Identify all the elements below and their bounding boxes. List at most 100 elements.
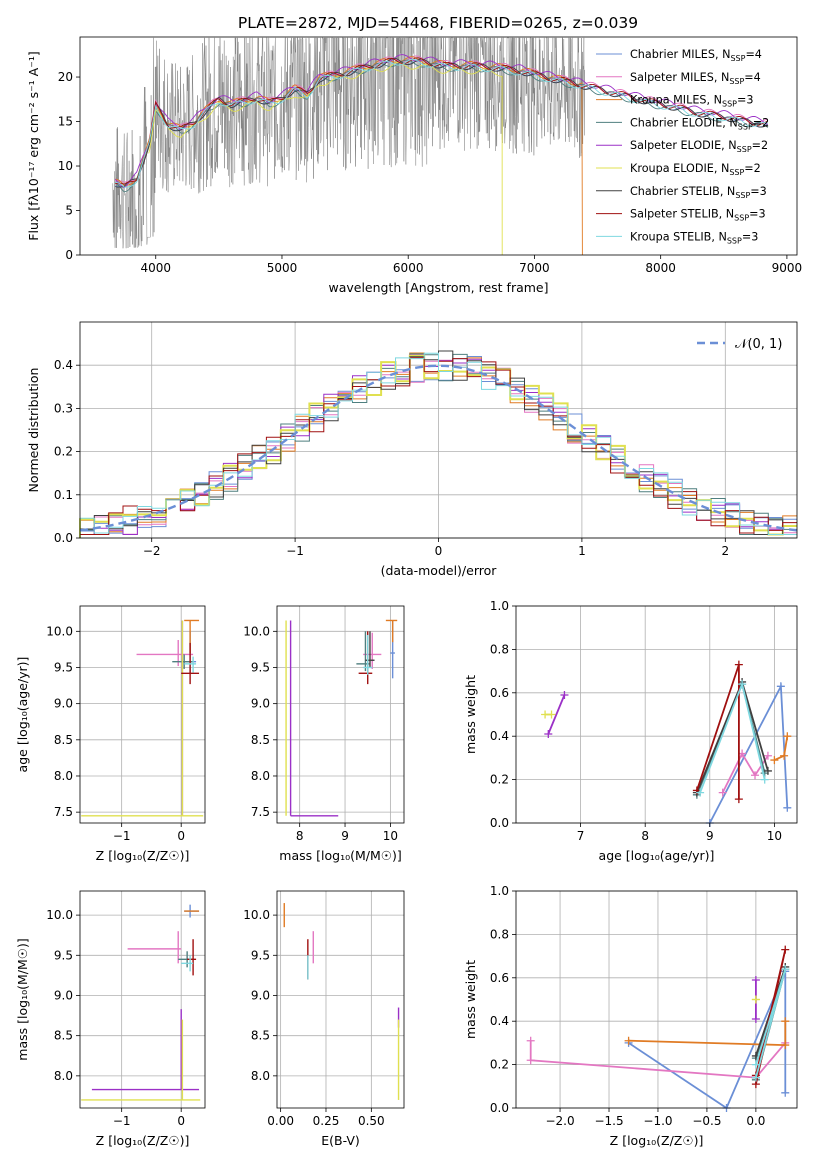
y-tick-label: 1.0 (490, 599, 509, 613)
data-point-marker (526, 1036, 535, 1045)
y-tick-label: 10.0 (46, 624, 73, 638)
legend-entry: Kroupa ELODIE, NSSP=2 (630, 162, 761, 177)
y-tick-label: 9.0 (54, 988, 73, 1002)
legend-entry: Kroupa STELIB, NSSP=3 (630, 230, 758, 245)
x-tick-label: −1 (286, 544, 304, 558)
data-point-marker (783, 803, 792, 812)
x-tick-label: 4000 (140, 261, 171, 275)
x-tick-label: 10 (767, 829, 782, 843)
x-tick-label: 7 (577, 829, 585, 843)
x-tick-label: 8000 (645, 261, 676, 275)
data-point-marker (624, 1036, 633, 1045)
data-point-marker (781, 945, 790, 954)
y-tick-label: 0.2 (490, 1058, 509, 1072)
y-tick-label: 9.0 (251, 988, 270, 1002)
x-tick-label: −0.5 (692, 1114, 721, 1128)
data-point-marker (751, 995, 760, 1004)
data-point-marker (751, 975, 760, 984)
data-point-marker (780, 751, 789, 760)
axes-age-vs-mass: 8 9 10 7.5 8.0 8.5 9.0 9.5 10.0 mass [log₁₀(M/M☉)… (243, 605, 405, 863)
x-tick-label: 9 (706, 829, 714, 843)
axes-frame (79, 605, 206, 824)
spectrum-plot-area (112, 37, 769, 255)
y-tick-label: 0.3 (54, 401, 73, 415)
y-tick-label: 8.5 (54, 1029, 73, 1043)
x-tick-label: 6000 (393, 261, 424, 275)
x-tick-label: 0 (177, 1114, 185, 1128)
data-point-marker (781, 1041, 790, 1050)
y-axis-label: age [log₁₀(age/yr)] (15, 657, 30, 773)
axes-massweight-vs-age: 7 8 9 10 0.0 0.2 0.4 0.6 0.8 1.0 age [log₁₀(age/yr… (463, 599, 798, 863)
x-axis-label: (data-model)/error (381, 563, 498, 578)
model-spectrum-line (115, 58, 768, 188)
x-tick-label: −1.0 (643, 1114, 672, 1128)
y-axis-label: Flux [fλ10⁻¹⁷ erg cm⁻² s⁻¹ A⁻¹] (26, 51, 41, 240)
y-tick-label: 10.0 (46, 908, 73, 922)
x-tick-label: 1 (578, 544, 586, 558)
data-point-marker (781, 1088, 790, 1097)
y-tick-label: 5 (65, 204, 73, 218)
x-tick-label: 0 (177, 829, 185, 843)
x-tick-label: 0 (435, 544, 443, 558)
legend-entry: Chabrier STELIB, NSSP=3 (630, 185, 767, 200)
y-tick-label: 0.0 (54, 531, 73, 545)
y-tick-label: 0 (65, 248, 73, 262)
data-point-marker (696, 788, 705, 797)
data-point-marker (526, 1056, 535, 1065)
model-spectrum-line (148, 61, 503, 255)
legend-entry: Chabrier MILES, NSSP=4 (630, 48, 762, 63)
observed-spectrum (112, 37, 585, 249)
x-tick-label: 2 (721, 544, 729, 558)
axes-age-vs-Z: −1 0 7.5 8.0 8.5 9.0 9.5 10.0 Z [log₁₀(Z/Z☉)] age… (15, 605, 206, 863)
x-axis-label: mass [log₁₀(M/M☉)] (279, 848, 401, 863)
figure-title: PLATE=2872, MJD=54468, FIBERID=0265, z=0… (238, 14, 638, 32)
y-axis-label: mass [log₁₀(M/M☉)] (15, 938, 30, 1060)
data-point-marker (781, 1017, 790, 1026)
y-tick-label: 0.4 (490, 1014, 509, 1028)
x-axis-label: Z [log₁₀(Z/Z☉)] (96, 1133, 190, 1148)
y-tick-label: 0.1 (54, 488, 73, 502)
axes-frame (79, 890, 206, 1109)
data-point-marker (776, 682, 785, 691)
y-tick-label: 9.5 (251, 948, 270, 962)
data-point-marker (781, 965, 790, 974)
data-point-marker (751, 1015, 760, 1024)
x-tick-label: 9 (341, 829, 349, 843)
axes-residual-histogram: −2 −1 0 1 2 0.0 0.1 0.2 0.3 0.4 (data-model)/error… (26, 321, 798, 578)
data-point-marker (544, 730, 553, 739)
x-axis-label: Z [log₁₀(Z/Z☉)] (610, 1133, 704, 1148)
y-tick-label: 0.8 (490, 927, 509, 941)
x-tick-label: 8 (641, 829, 649, 843)
x-tick-label: −2.0 (545, 1114, 574, 1128)
data-point-marker (760, 775, 769, 784)
legend-entry: Salpeter MILES, NSSP=4 (630, 71, 761, 86)
axes-massweight-vs-Z: −2.0 −1.5 −1.0 −0.5 0.0 0.0 0.2 0.4 0.6 0.8 1.0 Z [… (463, 884, 798, 1148)
y-tick-label: 0.0 (490, 816, 509, 830)
y-tick-label: 0.2 (54, 445, 73, 459)
y-tick-label: 9.5 (54, 660, 73, 674)
data-point-marker (738, 680, 747, 689)
y-tick-label: 1.0 (490, 884, 509, 898)
axes-mass-vs-EBV: 0.00 0.25 0.50 8.0 8.5 9.0 9.5 10.0 E(B-V) (243, 890, 405, 1148)
y-tick-label: 9.5 (251, 660, 270, 674)
y-tick-label: 8.0 (54, 1069, 73, 1083)
x-tick-label: 5000 (267, 261, 298, 275)
x-tick-label: 0.00 (267, 1114, 294, 1128)
y-tick-label: 8.0 (54, 769, 73, 783)
legend-entry: Salpeter ELODIE, NSSP=2 (630, 139, 768, 154)
data-point-marker (560, 690, 569, 699)
data-point-marker (763, 751, 772, 760)
y-tick-label: 0.0 (490, 1101, 509, 1115)
x-tick-label: 7000 (519, 261, 550, 275)
y-tick-label: 0.6 (490, 971, 509, 985)
legend-entry: Salpeter STELIB, NSSP=3 (630, 208, 766, 223)
y-tick-label: 8.5 (251, 733, 270, 747)
data-point-marker (770, 756, 779, 765)
data-point-marker (734, 795, 743, 804)
y-tick-label: 8.5 (251, 1029, 270, 1043)
y-tick-label: 15 (58, 115, 73, 129)
axes-mass-vs-Z: −1 0 8.0 8.5 9.0 9.5 10.0 Z [log₁₀(Z/Z☉)] mass [… (15, 890, 206, 1148)
axes-frame (79, 36, 798, 256)
model-spectrum-line (115, 57, 768, 188)
